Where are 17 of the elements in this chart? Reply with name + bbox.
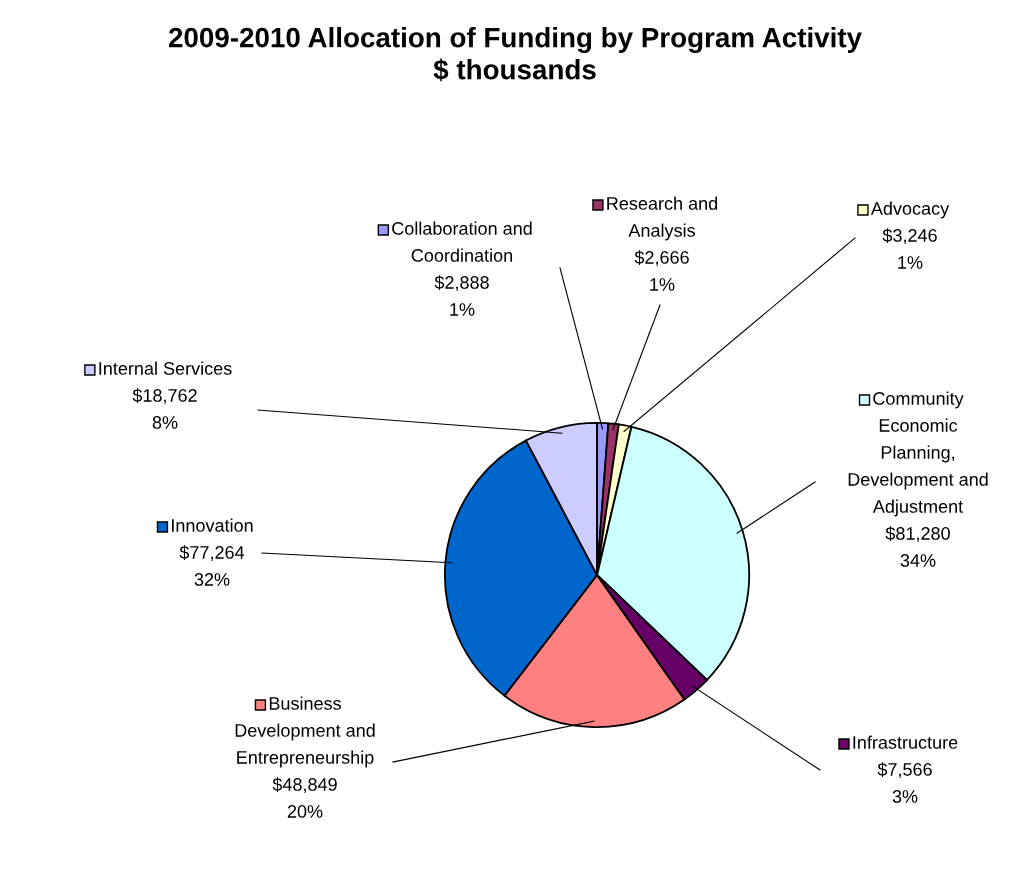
data-label: $3,246 1% bbox=[882, 228, 937, 269]
legend-label: Internal Services bbox=[99, 361, 232, 375]
data-label: $2,888 1% bbox=[434, 275, 489, 316]
legend-label: Infrastructure bbox=[853, 735, 958, 749]
legend-label: Community Economic Planning, Development and Adjustment bbox=[848, 391, 988, 517]
legend-label: Advocacy bbox=[870, 201, 950, 219]
data-label: $48,849 20% bbox=[272, 777, 337, 818]
legend-label: Business Development and Entrepreneurship bbox=[235, 696, 375, 768]
legend-label: Research and Analysis bbox=[607, 196, 718, 241]
data-label: $7,566 3% bbox=[877, 762, 932, 803]
data-label: $2,666 1% bbox=[634, 250, 689, 291]
legend-label: Innovation bbox=[172, 518, 253, 532]
data-label: $77,264 32% bbox=[179, 545, 245, 586]
data-label: $81,280 34% bbox=[885, 526, 950, 567]
data-label: $18,762 8% bbox=[132, 388, 197, 429]
chart-title: 2009-2010 Allocation of Funding by Program Activity $ thousands bbox=[168, 27, 862, 82]
legend-label: Collaboration and Coordination bbox=[392, 221, 532, 262]
